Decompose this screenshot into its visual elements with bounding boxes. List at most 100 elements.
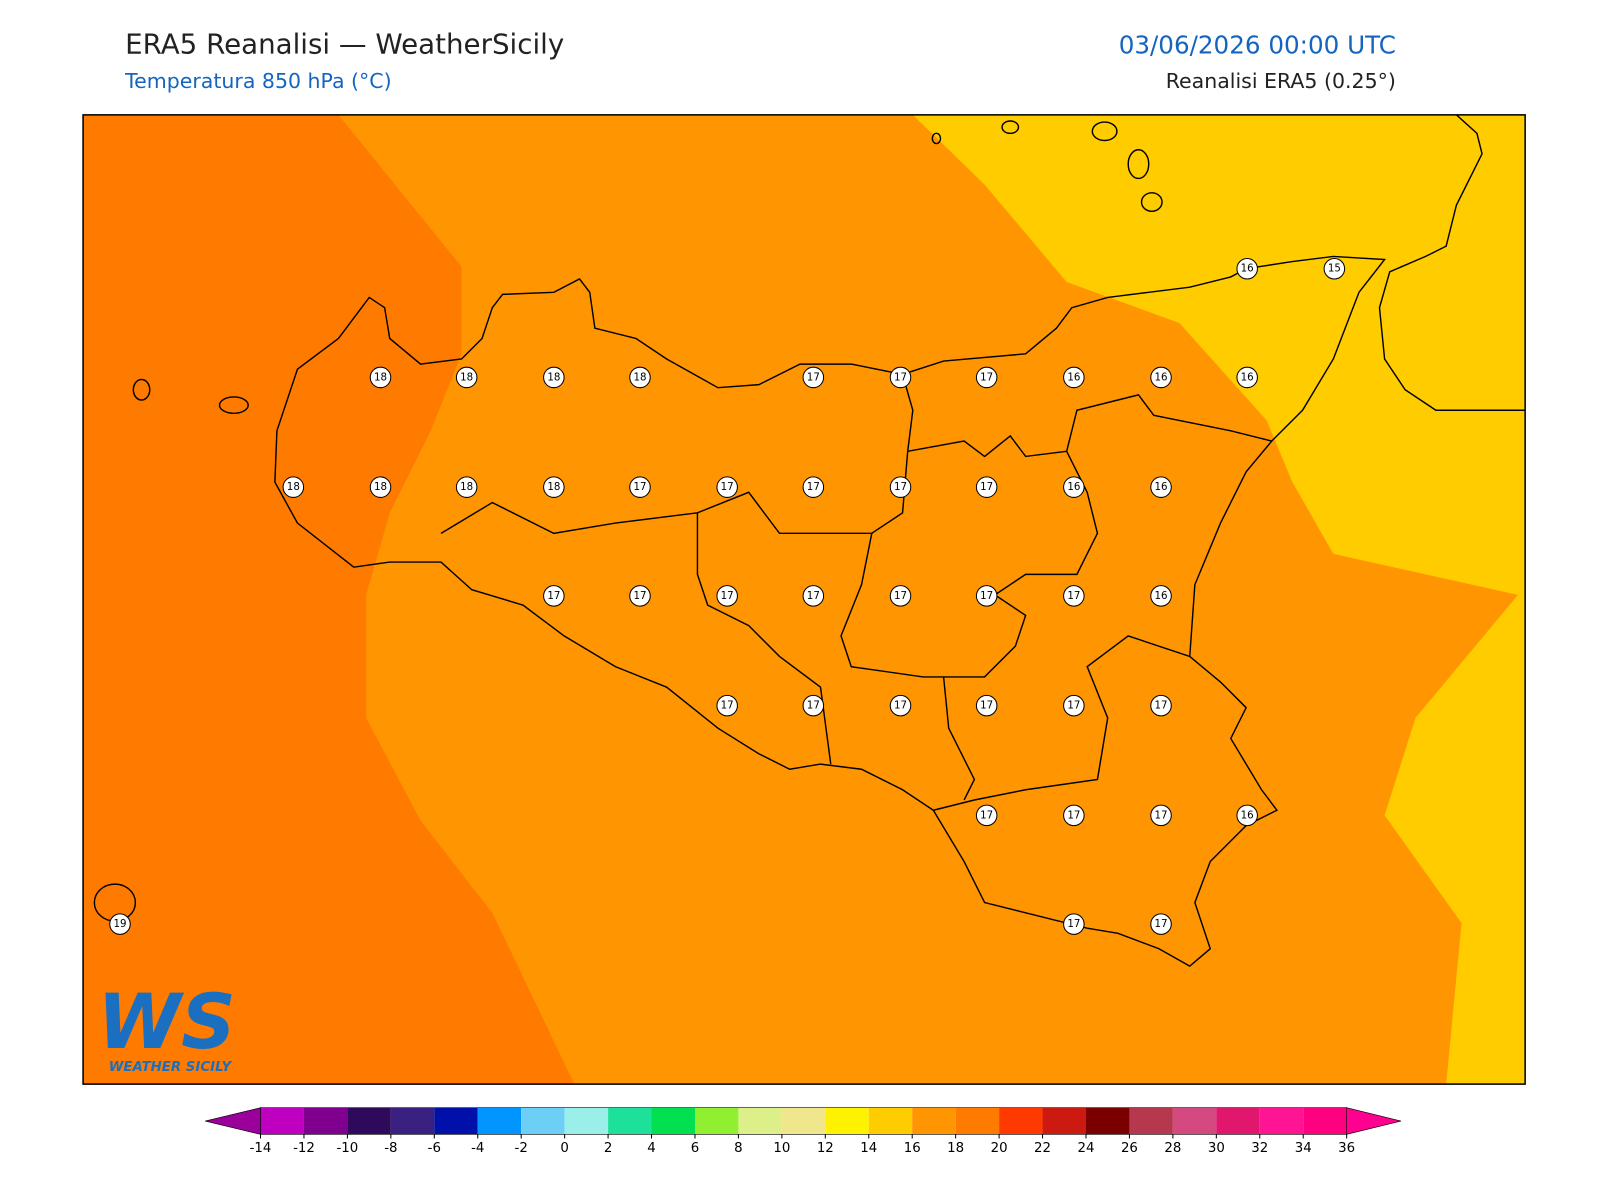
station-label: 17: [807, 700, 820, 712]
colorbar-tick-label: 30: [1208, 1141, 1225, 1156]
colorbar-cell: [434, 1107, 478, 1135]
station-label: 18: [287, 481, 300, 493]
colorbar-cell: [1303, 1107, 1347, 1135]
station-label: 17: [721, 590, 734, 602]
station-label: 18: [633, 371, 646, 383]
colorbar-tick-label: -4: [471, 1141, 484, 1156]
station-label: 17: [894, 481, 907, 493]
colorbar-tick-label: 10: [773, 1141, 790, 1156]
logo: WS WEATHER SICILY: [97, 978, 235, 1075]
colorbar-tick-label: -10: [337, 1141, 359, 1156]
station-marker: [889, 476, 912, 498]
zone: [912, 114, 1526, 1085]
station-marker: [1063, 913, 1085, 935]
map: [83, 114, 1526, 1085]
colorbar: -14 -12 -10 -8 -6 -4 -2 0 2 4 6 8 10 12 14 16 18 20 22 24 26…: [205, 1107, 1402, 1156]
colorbar-over: [1346, 1107, 1402, 1135]
station-marker: [889, 694, 912, 717]
colorbar-cell: [955, 1107, 1000, 1135]
station-marker: [716, 694, 738, 717]
colorbar-cell: [912, 1107, 956, 1135]
colorbar-cell: [1216, 1107, 1260, 1135]
station-marker: [889, 585, 912, 607]
colorbar-cell: [390, 1107, 435, 1135]
station-marker: [629, 476, 651, 498]
station-label: 18: [374, 481, 387, 493]
station-label: 18: [374, 371, 387, 383]
colorbar-cell: [608, 1107, 652, 1135]
colorbar-tick-label: 34: [1295, 1141, 1312, 1156]
station-marker: [543, 366, 565, 389]
colorbar-cell: [781, 1107, 826, 1135]
colorbar-cell: [1259, 1107, 1304, 1135]
station-marker: [629, 585, 651, 607]
source: Reanalisi ERA5 (0.25°): [1166, 69, 1396, 93]
station-label: 18: [547, 481, 560, 493]
station-label: 17: [633, 481, 646, 493]
station-label: 17: [807, 371, 820, 383]
station-marker: [975, 804, 998, 827]
station-marker: [455, 366, 478, 389]
station-label: 19: [113, 918, 126, 930]
colorbar-tick-label: 18: [947, 1141, 964, 1156]
colorbar-tick-label: 14: [860, 1141, 877, 1156]
colorbar-tick-label: -14: [250, 1141, 272, 1156]
station-label: 17: [721, 481, 734, 493]
colorbar-tick-label: -6: [428, 1141, 441, 1156]
station-marker: [1063, 804, 1085, 827]
station-label: 17: [894, 700, 907, 712]
station-label: 17: [980, 809, 993, 821]
station-marker: [282, 476, 305, 498]
colorbar-tick-label: 36: [1338, 1141, 1355, 1156]
colorbar-tick-label: -8: [384, 1141, 397, 1156]
station-label: 17: [807, 481, 820, 493]
station-label: 16: [1241, 371, 1254, 383]
station-marker: [802, 694, 825, 717]
station-marker: [1063, 585, 1085, 607]
station-label: 16: [1241, 809, 1254, 821]
station-marker: [889, 366, 912, 389]
colorbar-tick-label: 12: [817, 1141, 834, 1156]
station-label: 15: [1328, 263, 1341, 275]
colorbar-cell: [1085, 1107, 1130, 1135]
station-label: 17: [1067, 700, 1080, 712]
colorbar-cell: [738, 1107, 782, 1135]
station-marker: [455, 476, 478, 498]
subtitle: Temperatura 850 hPa (°C): [124, 69, 392, 93]
station-marker: [716, 585, 738, 607]
colorbar-tick-label: 24: [1078, 1141, 1095, 1156]
station-label: 17: [980, 590, 993, 602]
colorbar-cell: [477, 1107, 522, 1135]
colorbar-under: [205, 1107, 261, 1135]
station-label: 17: [721, 700, 734, 712]
colorbar-cell: [564, 1107, 609, 1135]
station-label: 17: [894, 371, 907, 383]
colorbar-tick-label: 8: [734, 1141, 742, 1156]
colorbar-cell: [868, 1107, 913, 1135]
colorbar-cell: [825, 1107, 869, 1135]
station-marker: [1150, 585, 1172, 607]
station-label: 17: [1155, 700, 1168, 712]
colorbar-tick-label: 22: [1034, 1141, 1051, 1156]
colorbar-cell: [651, 1107, 695, 1135]
colorbar-cell: [347, 1107, 391, 1135]
station-label: 17: [1067, 590, 1080, 602]
map-frame: [82, 114, 1526, 1085]
colorbar-tick-label: 0: [560, 1141, 568, 1156]
station-label: 16: [1155, 481, 1168, 493]
station-label: 18: [460, 371, 473, 383]
station-marker: [975, 366, 998, 389]
station-marker: [802, 366, 825, 389]
colorbar-tick-label: 2: [604, 1141, 612, 1156]
station-marker: [629, 366, 651, 389]
station-marker: [543, 476, 565, 498]
station-label: 17: [547, 590, 560, 602]
station-marker: [369, 366, 392, 389]
station-label: 18: [547, 371, 560, 383]
station-label: 16: [1067, 481, 1080, 493]
station-marker: [975, 476, 998, 498]
station-label: 17: [1155, 918, 1168, 930]
station-marker: [1063, 366, 1085, 389]
colorbar-frame: [260, 1107, 1347, 1135]
